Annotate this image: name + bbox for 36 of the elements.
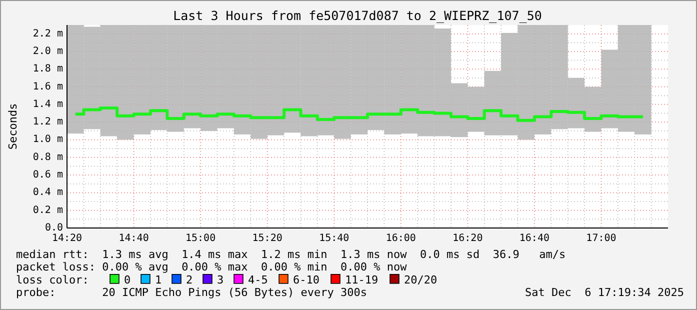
legend-label: 3: [217, 273, 224, 286]
legend-label: 1: [155, 273, 162, 286]
x-tick-label: 17:00: [586, 233, 616, 244]
y-tick-label: 0.0: [44, 222, 63, 234]
y-tick-label: 0.2 m: [32, 204, 63, 216]
text: Sat Dec 6 17:19:34 2025: [525, 286, 684, 300]
x-tick-label: 15:20: [252, 233, 282, 244]
legend-label: 2: [186, 273, 193, 286]
text: packet loss: 0.00 % avg 0.00 % max 0.00 % min 0.00 % now: [16, 260, 408, 274]
y-tick-label: 1.0 m: [32, 134, 63, 146]
text: probe: 20 ICMP Echo Pings (56 Bytes) every 300s: [16, 286, 367, 300]
y-tick-label: 1.4 m: [32, 98, 63, 110]
x-tick-label: 16:20: [452, 233, 483, 244]
legend-label: 6-10: [293, 273, 320, 286]
x-tick-label: 16:00: [386, 233, 416, 244]
y-tick-label: 1.2 m: [32, 116, 63, 128]
text: median rtt: 1.3 ms avg 1.4 ms max 1.2 ms min 1.3 ms now 0.0 ms sd 36.9 am/s: [16, 248, 566, 261]
y-tick-label: 2.2 m: [32, 28, 63, 40]
y-tick-label: 0.8 m: [32, 152, 63, 163]
x-tick-label: 14:20: [52, 233, 82, 244]
x-tick-label: 15:00: [186, 233, 216, 244]
y-tick-label: 1.8 m: [32, 64, 63, 75]
x-tick-label: 14:40: [118, 233, 149, 244]
legend-label: 4-5: [248, 273, 268, 286]
y-tick-label: 0.4 m: [32, 187, 63, 198]
x-tick-label: 15:40: [319, 233, 350, 244]
x-tick-label: 16:40: [519, 233, 550, 244]
chart-title: Last 3 Hours from fe507017d087 to 2_WIEPRZ_107_50: [173, 8, 542, 23]
legend-label: 0: [124, 273, 131, 286]
y-axis-title: Seconds: [6, 103, 20, 150]
legend-label: 20/20: [404, 273, 438, 286]
legend-label: 11-19: [345, 273, 378, 286]
y-tick-label: 1.6 m: [32, 81, 63, 92]
legend-title: loss color:: [16, 273, 89, 286]
y-tick-label: 0.6 m: [32, 170, 63, 181]
y-tick-label: 2.0 m: [32, 46, 63, 57]
